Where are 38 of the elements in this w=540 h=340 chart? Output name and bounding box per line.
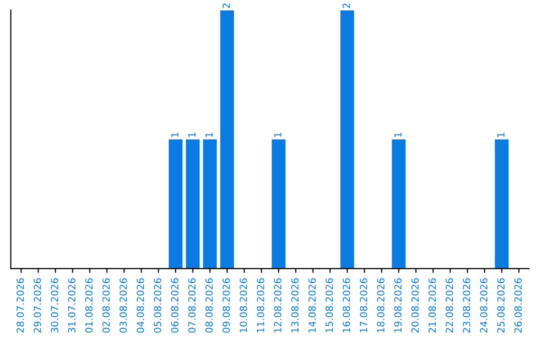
x-tick-label: 21.08.2026 [428, 278, 436, 333]
x-tick-label: 02.08.2026 [102, 278, 110, 333]
x-tick-label: 30.07.2026 [50, 278, 58, 333]
x-tick-label: 03.08.2026 [120, 278, 127, 333]
data-label: 1 [497, 132, 504, 137]
x-tick-label: 17.08.2026 [360, 278, 368, 332]
x-tick-label: 10.08.2026 [240, 278, 248, 332]
data-label: 1 [394, 132, 402, 137]
x-tick-label: 09.08.2026 [222, 278, 230, 333]
data-label: 1 [188, 132, 196, 137]
x-tick-label: 24.08.2026 [480, 278, 488, 333]
data-label: 2 [342, 4, 350, 8]
x-tick-label: 16.08.2026 [342, 278, 350, 332]
data-label: 1 [206, 132, 213, 137]
data-label: 1 [171, 132, 178, 137]
x-tick-label: 14.08.2026 [308, 278, 316, 332]
x-tick-label: 28.07.2026 [16, 278, 24, 333]
x-tick-label: 12.08.2026 [274, 278, 282, 332]
x-tick-label: 18.08.2026 [377, 278, 384, 332]
x-tick-label: 06.08.2026 [171, 278, 178, 333]
x-tick-label: 23.08.2026 [462, 278, 470, 333]
data-label: 1 [274, 132, 282, 137]
x-tick-label: 04.08.2026 [136, 278, 144, 333]
x-tick-label: 25.08.2026 [497, 278, 505, 333]
x-tick-label: 01.08.2026 [85, 278, 93, 333]
x-tick-label: 22.08.2026 [446, 278, 454, 333]
x-tick-label: 19.08.2026 [394, 278, 402, 332]
x-tick-label: 07.08.2026 [188, 278, 196, 333]
x-tick-label: 31.07.2026 [68, 278, 76, 333]
x-tick-label: 13.08.2026 [291, 278, 299, 332]
x-tick-label: 20.08.2026 [411, 278, 419, 333]
x-tick-label: 05.08.2026 [154, 278, 162, 333]
x-tick-label: 15.08.2026 [326, 278, 333, 332]
x-tick-label: 08.08.2026 [205, 278, 213, 333]
x-tick-label: 29.07.2026 [34, 278, 42, 333]
x-tick-label: 26.08.2026 [514, 278, 522, 333]
data-label: 2 [222, 4, 230, 8]
x-tick-label: 11.08.2026 [256, 278, 264, 332]
